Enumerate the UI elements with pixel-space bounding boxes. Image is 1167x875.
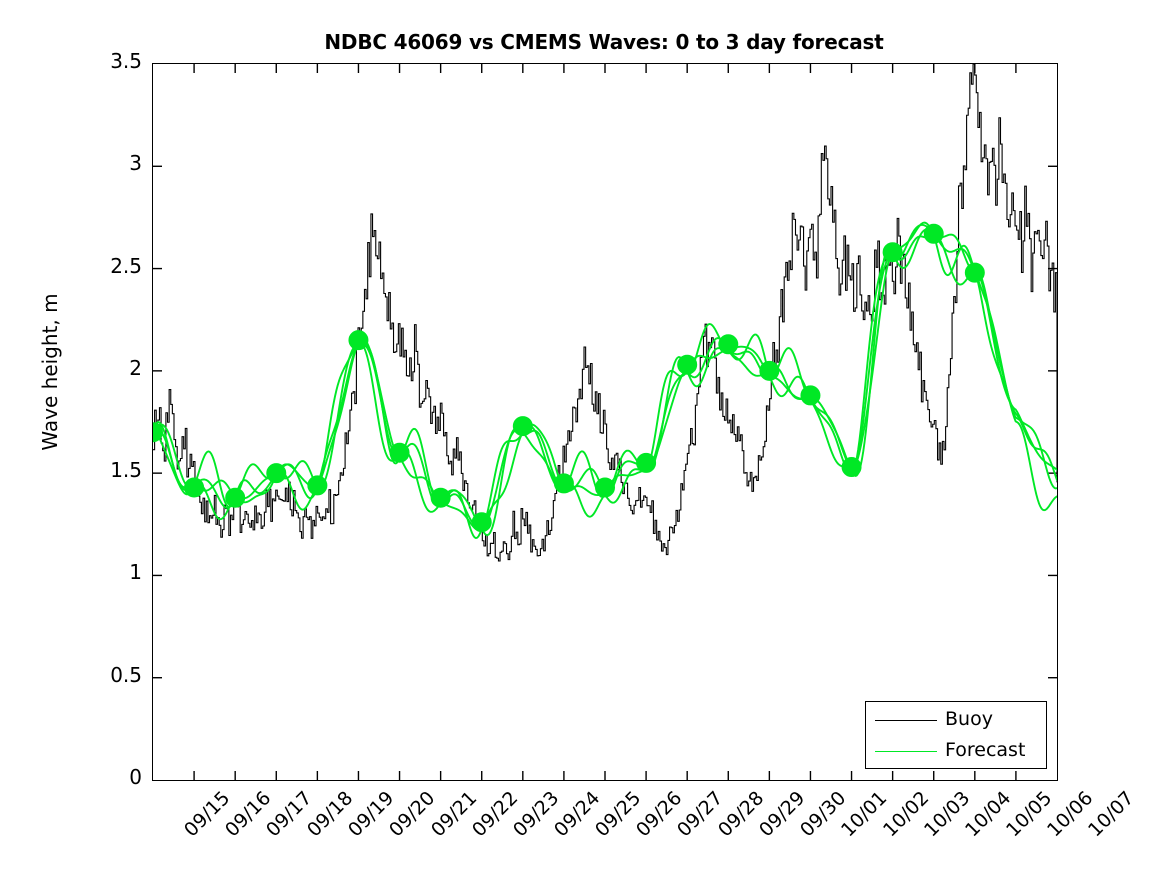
x-tick-label: 09/24 bbox=[549, 787, 605, 842]
axis-ticks bbox=[153, 64, 1057, 780]
x-tick-label: 10/03 bbox=[919, 787, 974, 842]
y-axis-tick-labels: 0 0.5 1 1.5 2 2.5 3 3.5 bbox=[80, 0, 142, 875]
y-tick-label: 2 bbox=[129, 355, 142, 380]
x-tick-label: 09/15 bbox=[180, 787, 235, 842]
chart-canvas bbox=[153, 64, 1057, 780]
x-tick-label: 09/25 bbox=[590, 787, 646, 842]
y-tick-label: 1 bbox=[129, 560, 142, 585]
x-tick-label: 09/16 bbox=[221, 787, 276, 842]
x-tick-label: 09/22 bbox=[467, 787, 522, 842]
x-tick-label: 10/06 bbox=[1042, 787, 1098, 842]
legend-item-forecast: Forecast bbox=[866, 737, 1048, 767]
x-tick-label: 10/02 bbox=[878, 787, 933, 842]
x-tick-label: 10/04 bbox=[960, 787, 1016, 842]
legend-item-buoy: Buoy bbox=[866, 706, 1048, 736]
x-tick-label: 09/26 bbox=[632, 787, 687, 842]
x-tick-label: 09/17 bbox=[262, 787, 317, 842]
x-tick-label: 09/23 bbox=[508, 787, 564, 842]
x-tick-label: 09/21 bbox=[426, 787, 481, 842]
x-tick-label: 09/18 bbox=[303, 787, 358, 842]
legend-label-buoy: Buoy bbox=[945, 708, 993, 730]
legend-label-forecast: Forecast bbox=[945, 739, 1026, 761]
x-tick-label: 09/27 bbox=[673, 787, 728, 842]
x-tick-label: 09/30 bbox=[796, 787, 851, 842]
x-tick-label: 10/05 bbox=[1001, 787, 1057, 842]
x-tick-label: 09/19 bbox=[344, 787, 399, 842]
y-tick-label: 0 bbox=[129, 765, 142, 789]
x-tick-label: 09/28 bbox=[714, 787, 769, 842]
y-tick-label: 3 bbox=[129, 151, 142, 176]
x-tick-label: 10/07 bbox=[1084, 787, 1139, 842]
page-title: NDBC 46069 vs CMEMS Waves: 0 to 3 day fo… bbox=[324, 30, 884, 54]
y-tick-label: 0.5 bbox=[110, 662, 142, 687]
forecast-markers bbox=[153, 223, 985, 533]
x-tick-label: 09/20 bbox=[385, 787, 440, 842]
plot-area bbox=[152, 63, 1058, 781]
y-tick-label: 3.5 bbox=[110, 49, 142, 73]
x-tick-label: 10/01 bbox=[837, 787, 892, 842]
legend-swatch-buoy bbox=[875, 720, 937, 721]
x-tick-label: 09/29 bbox=[755, 787, 810, 842]
y-tick-label: 1.5 bbox=[110, 458, 142, 483]
legend-swatch-forecast bbox=[875, 751, 937, 752]
chart-legend: Buoy Forecast bbox=[865, 701, 1047, 769]
buoy-series bbox=[153, 64, 1057, 562]
y-tick-label: 2.5 bbox=[110, 253, 142, 278]
